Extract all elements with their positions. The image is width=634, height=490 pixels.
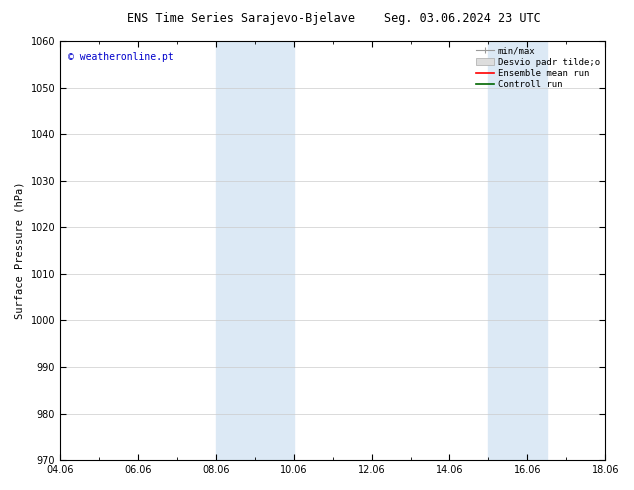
Text: © weatheronline.pt: © weatheronline.pt — [68, 51, 174, 62]
Text: Seg. 03.06.2024 23 UTC: Seg. 03.06.2024 23 UTC — [384, 12, 541, 25]
Legend: min/max, Desvio padr tilde;o, Ensemble mean run, Controll run: min/max, Desvio padr tilde;o, Ensemble m… — [472, 43, 604, 93]
Text: ENS Time Series Sarajevo-Bjelave: ENS Time Series Sarajevo-Bjelave — [127, 12, 355, 25]
Bar — [488, 41, 547, 460]
Bar — [216, 41, 294, 460]
Y-axis label: Surface Pressure (hPa): Surface Pressure (hPa) — [15, 182, 25, 319]
